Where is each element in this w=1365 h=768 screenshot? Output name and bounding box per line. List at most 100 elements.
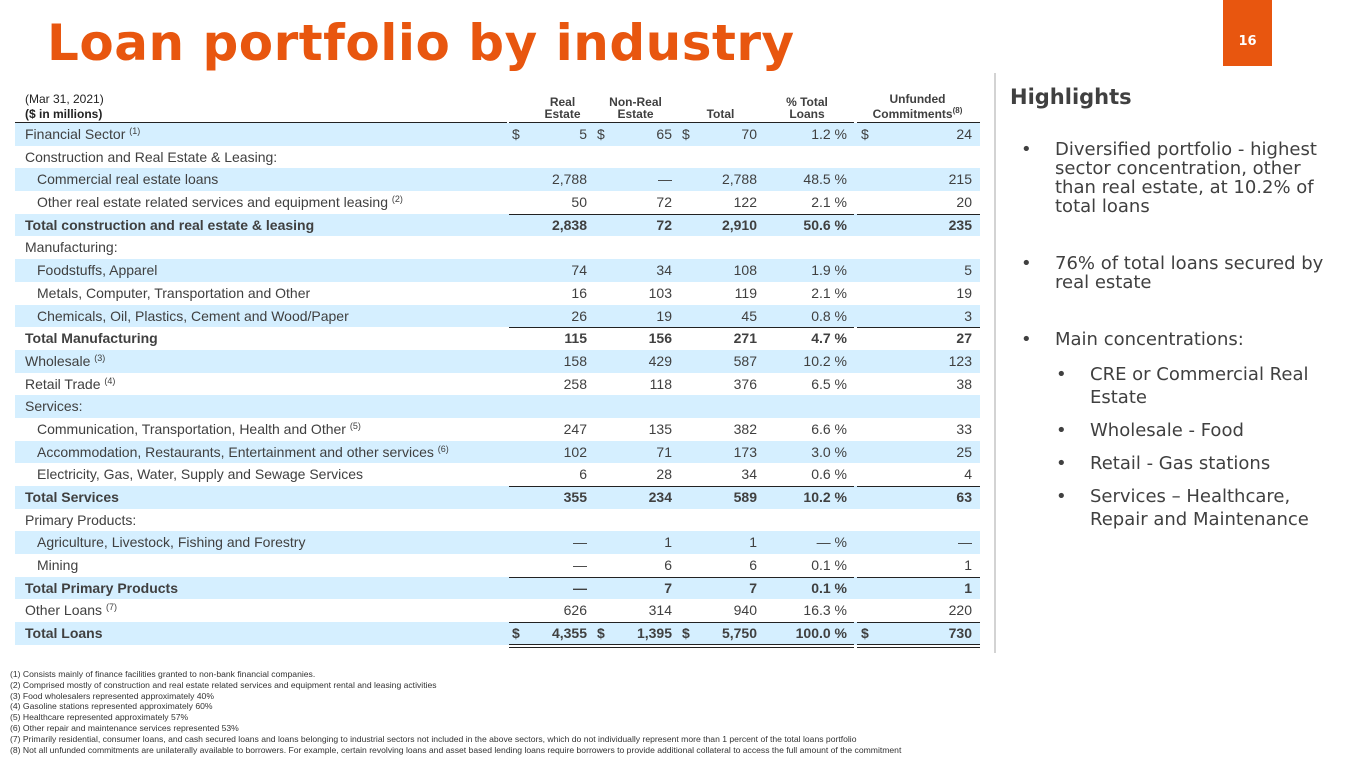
cell-total: 108: [733, 262, 757, 279]
total-double-rule: [857, 644, 980, 646]
cell-re: 6: [579, 466, 587, 483]
row-label: Communication, Transportation, Health an…: [37, 420, 361, 437]
footnote: (2) Comprised mostly of construction and…: [10, 679, 437, 690]
vertical-divider: [994, 73, 996, 653]
footnote-ref: (3): [94, 352, 106, 363]
table-row: Mining — 6 6 0.1 % 1: [15, 554, 980, 577]
cell-re: 115: [564, 330, 587, 347]
footnote: (5) Healthcare represented approximately…: [10, 712, 189, 723]
cell-nre: 429: [648, 352, 672, 369]
cell-re: 74: [571, 262, 587, 279]
page-title: Loan portfolio by industry: [47, 14, 795, 72]
table-row: Other real estate related services and e…: [15, 191, 980, 214]
cell-unf: 1: [964, 579, 972, 596]
table-row: Retail Trade (4) 258 118 376 6.5 % 38: [15, 373, 980, 396]
footnotes: (1) Consists mainly of finance facilitie…: [10, 669, 901, 755]
currency-symbol: $: [861, 625, 869, 642]
cell-re: 5: [579, 126, 587, 142]
cell-pct: — %: [816, 534, 847, 551]
currency-symbol: $: [682, 625, 690, 642]
table-row: Total Services 355 234 589 10.2 % 63: [15, 486, 980, 509]
footnote: (4) Gasoline stations represented approx…: [10, 701, 213, 712]
cell-unf: 4: [964, 466, 972, 483]
cell-nre: 34: [656, 262, 672, 279]
cell-nre: 6: [664, 557, 672, 574]
cell-unf: 24: [956, 126, 972, 142]
cell-pct: 4.7 %: [811, 330, 847, 347]
footnote-ref: (1): [129, 126, 141, 136]
col-header-unfunded-commitments: Unfunded Commitments(8): [872, 92, 963, 121]
cell-nre: 65: [656, 126, 672, 142]
cell-nre: 135: [648, 420, 672, 437]
table-row: Total Primary Products — 7 7 0.1 % 1: [15, 576, 980, 600]
cell-pct: 0.6 %: [811, 466, 847, 483]
cell-nre: 7: [664, 579, 672, 596]
total-double-rule: [509, 647, 854, 649]
footnote: (1) Consists mainly of finance facilitie…: [10, 669, 316, 679]
bullet-dot-icon: •: [1021, 139, 1032, 160]
footnote-ref: (5): [349, 420, 361, 431]
cell-pct: 2.1 %: [811, 194, 847, 211]
cell-re: 26: [571, 307, 587, 324]
col-header-pct-total-loans: % Total Loans: [786, 95, 828, 121]
subtotal-rule: [857, 576, 980, 578]
cell-unf: 38: [956, 375, 972, 392]
table-row: Foodstuffs, Apparel 74 34 108 1.9 % 5: [15, 259, 980, 282]
bullet-dot-icon: •: [1056, 364, 1067, 385]
cell-re: 2,788: [551, 171, 587, 188]
row-label: Total Services: [25, 489, 119, 505]
cell-unf: 25: [956, 443, 972, 460]
row-label: Other Loans (7): [25, 602, 117, 619]
currency-symbol: $: [512, 126, 520, 142]
cell-re: 626: [563, 602, 587, 619]
bullet-text: 76% of total loans secured by real estat…: [1055, 253, 1324, 293]
cell-re: 2,838: [551, 216, 587, 233]
cell-unf: 5: [964, 262, 972, 279]
table-row: Services:: [15, 395, 980, 418]
currency-symbol: $: [597, 126, 605, 142]
row-label: Foodstuffs, Apparel: [37, 262, 158, 279]
cell-total: 5,750: [721, 625, 757, 642]
cell-nre: 19: [656, 307, 672, 324]
table-row: Primary Products:: [15, 509, 980, 532]
cell-total: 2,910: [721, 216, 757, 233]
row-label: Financial Sector (1): [25, 126, 141, 142]
cell-nre: 314: [648, 602, 672, 619]
cell-pct: 10.2 %: [803, 352, 847, 369]
bullet-text: Wholesale - Food: [1090, 420, 1244, 441]
table-row: Agriculture, Livestock, Fishing and Fore…: [15, 531, 980, 555]
cell-re: —: [573, 579, 587, 596]
table-row: Construction and Real Estate & Leasing:: [15, 146, 980, 169]
subtotal-rule: [509, 622, 854, 624]
cell-re: —: [573, 557, 587, 574]
cell-pct: 48.5 %: [803, 171, 847, 188]
subtotal-rule: [857, 213, 980, 215]
cell-re: —: [573, 534, 587, 551]
row-label: Total construction and real estate & lea…: [25, 216, 315, 233]
currency-symbol: $: [597, 625, 605, 642]
subtotal-rule: [857, 486, 980, 487]
footnote-ref: (6): [437, 443, 449, 454]
cell-total: 382: [733, 420, 757, 437]
cell-nre: 1,395: [636, 625, 672, 642]
cell-unf: 63: [956, 489, 972, 505]
cell-pct: 6.5 %: [811, 375, 847, 392]
table-row: Financial Sector (1) 5 $65 $70 $1.2 % 24 $: [15, 123, 980, 146]
table-row: Communication, Transportation, Health an…: [15, 418, 980, 441]
cell-total: 122: [733, 194, 757, 211]
cell-total: 1: [749, 534, 757, 551]
cell-re: 50: [571, 194, 587, 211]
bullet-dot-icon: •: [1021, 253, 1032, 274]
cell-re: 102: [563, 443, 587, 460]
cell-nre: 1: [664, 534, 672, 551]
cell-total: 376: [733, 375, 757, 392]
cell-total: 2,788: [721, 171, 757, 188]
row-label: Manufacturing:: [25, 239, 118, 256]
cell-total: 34: [741, 466, 757, 483]
cell-total: 119: [734, 284, 757, 301]
row-label: Wholesale (3): [25, 352, 106, 369]
cell-re: 158: [563, 352, 587, 369]
cell-unf: 33: [956, 420, 972, 437]
row-label: Total Primary Products: [25, 579, 179, 596]
cell-pct: 6.6 %: [811, 420, 847, 437]
